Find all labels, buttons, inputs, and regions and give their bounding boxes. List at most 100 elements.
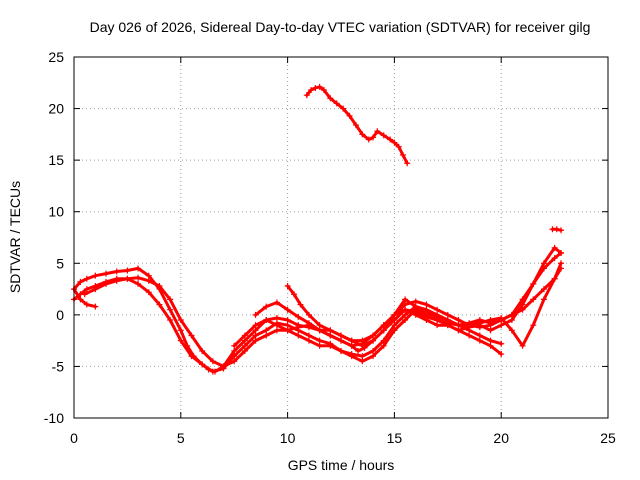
data-point bbox=[338, 347, 344, 354]
data-point bbox=[291, 291, 298, 298]
data-point bbox=[103, 270, 110, 277]
data-point bbox=[551, 255, 558, 262]
data-point bbox=[348, 342, 355, 349]
data-point bbox=[145, 277, 152, 284]
data-point bbox=[387, 136, 394, 143]
data-point bbox=[308, 87, 315, 94]
data-point bbox=[530, 296, 537, 303]
series-line bbox=[72, 287, 97, 309]
data-point bbox=[231, 353, 238, 360]
data-point bbox=[380, 337, 387, 344]
data-point bbox=[167, 296, 174, 303]
data-point bbox=[316, 327, 323, 334]
data-point bbox=[124, 275, 131, 282]
data-point bbox=[241, 342, 248, 349]
data-point bbox=[252, 332, 259, 339]
y-tick-label: -5 bbox=[52, 358, 65, 374]
series-line bbox=[286, 261, 563, 348]
data-point bbox=[231, 347, 238, 354]
axis-ticks bbox=[73, 56, 609, 419]
data-point bbox=[241, 332, 248, 339]
data-point bbox=[327, 327, 334, 334]
data-point bbox=[444, 311, 451, 318]
data-point bbox=[252, 337, 259, 344]
data-point bbox=[103, 280, 110, 287]
data-point bbox=[359, 358, 366, 365]
data-point bbox=[177, 327, 184, 334]
data-point bbox=[551, 244, 558, 251]
data-point bbox=[423, 301, 430, 308]
data-point bbox=[199, 347, 206, 354]
x-tick-label: 10 bbox=[280, 430, 296, 446]
data-point bbox=[370, 353, 377, 360]
chart-title: Day 026 of 2026, Sidereal Day-to-day VTE… bbox=[90, 19, 591, 35]
x-tick-label: 25 bbox=[600, 430, 616, 446]
data-point bbox=[231, 342, 238, 349]
data-point bbox=[316, 83, 323, 90]
y-tick-label: 0 bbox=[56, 307, 64, 323]
data-point bbox=[77, 278, 84, 285]
series-track-8 bbox=[303, 83, 411, 167]
data-point bbox=[295, 332, 302, 339]
data-point bbox=[558, 260, 565, 267]
data-point bbox=[327, 332, 334, 339]
data-point bbox=[487, 337, 494, 344]
data-point bbox=[487, 327, 494, 334]
data-point bbox=[312, 84, 319, 91]
data-point bbox=[540, 296, 547, 303]
data-point bbox=[252, 327, 259, 334]
y-axis-label: SDTVAR / TECUs bbox=[7, 181, 23, 293]
data-point bbox=[476, 320, 483, 327]
data-point bbox=[124, 267, 131, 274]
data-point bbox=[284, 327, 291, 334]
y-tick-label: 25 bbox=[48, 49, 64, 65]
data-point bbox=[263, 317, 270, 324]
data-point bbox=[273, 299, 280, 306]
data-point bbox=[188, 332, 195, 339]
data-point bbox=[498, 340, 505, 347]
data-point bbox=[558, 227, 565, 234]
data-point bbox=[92, 303, 99, 310]
data-point bbox=[359, 353, 366, 360]
series-line bbox=[72, 246, 563, 374]
data-point bbox=[241, 337, 248, 344]
data-point bbox=[284, 282, 291, 289]
data-point bbox=[540, 265, 547, 272]
data-point bbox=[305, 337, 312, 344]
data-point bbox=[188, 353, 195, 360]
data-point bbox=[412, 303, 419, 310]
data-point bbox=[508, 311, 515, 318]
data-point bbox=[305, 332, 312, 339]
data-point bbox=[273, 314, 280, 321]
data-point bbox=[402, 301, 409, 308]
data-point bbox=[370, 332, 377, 339]
data-point bbox=[135, 265, 142, 272]
data-point bbox=[423, 308, 430, 315]
data-point bbox=[220, 363, 227, 370]
x-tick-label: 20 bbox=[493, 430, 509, 446]
y-tick-label: 5 bbox=[56, 255, 64, 271]
series-line bbox=[72, 277, 503, 374]
data-point bbox=[295, 322, 302, 329]
data-point bbox=[199, 361, 206, 368]
data-point bbox=[295, 313, 302, 320]
y-tick-labels: -10 -5 0 5 10 15 20 25 bbox=[44, 49, 64, 426]
data-point bbox=[316, 342, 323, 349]
data-point bbox=[551, 275, 558, 282]
data-point bbox=[508, 327, 515, 334]
data-point bbox=[263, 303, 270, 310]
series-line bbox=[254, 266, 563, 348]
data-point bbox=[466, 322, 473, 329]
data-point bbox=[444, 320, 451, 327]
data-point bbox=[177, 337, 184, 344]
data-point bbox=[305, 311, 312, 318]
data-point bbox=[327, 95, 334, 102]
data-point bbox=[380, 342, 387, 349]
data-point bbox=[370, 134, 377, 141]
data-point bbox=[295, 327, 302, 334]
data-point bbox=[252, 322, 259, 329]
data-point bbox=[402, 306, 409, 313]
y-tick-label: 15 bbox=[48, 152, 64, 168]
data-point bbox=[320, 87, 327, 94]
